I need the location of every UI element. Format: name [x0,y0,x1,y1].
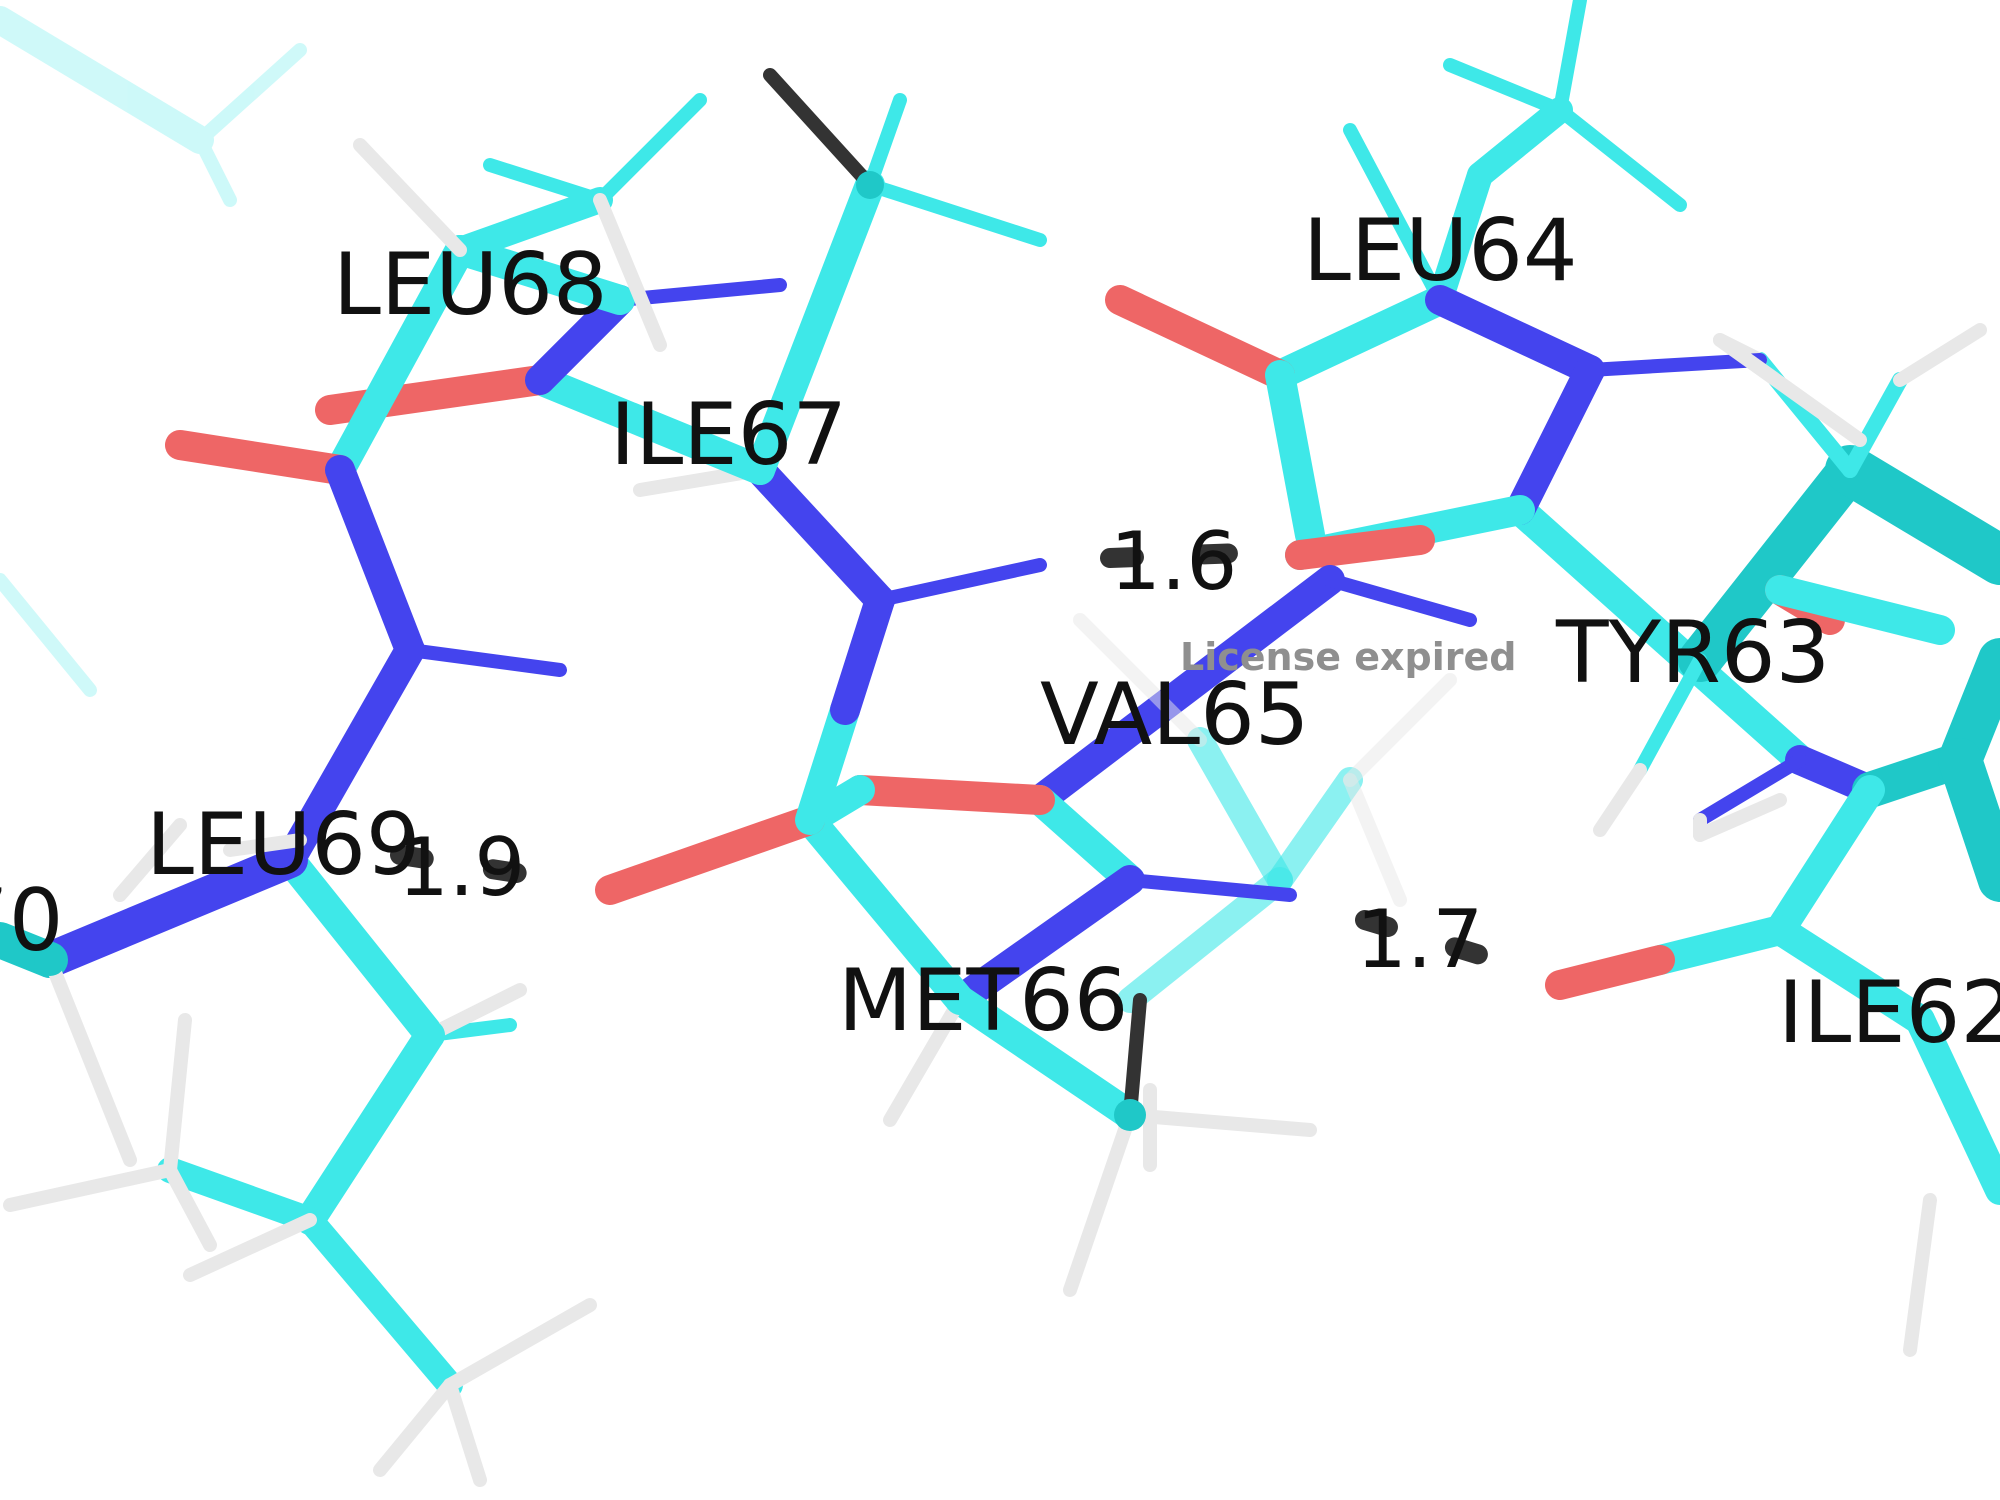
residue-label-tyr63: TYR63 [1556,603,1831,703]
hbond-met66-ile62 [1355,910,1490,965]
residue-label-ile62: ILE62 [1778,963,2000,1063]
hbond-leu69-met66 [390,845,540,885]
residue-tyr63-ile62-structure [1505,323,2000,1357]
background-fragment-top-left [0,6,307,697]
residue-label-met66: MET66 [838,951,1129,1051]
residue-label-leu64: LEU64 [1303,201,1578,301]
residue-met66-structure [595,695,1317,1297]
residue-ile67-structure [315,68,1047,725]
distance-label-met66-ile62: 1.7 [1356,893,1484,986]
residue-leu64-structure [1105,0,1867,570]
license-watermark: License expired [1180,635,1517,679]
residue-label-leu69: LEU69 [146,795,421,895]
residue-label-leu68: LEU68 [333,235,608,335]
hbond-leu64-val65 [1100,543,1250,568]
residue-label-partial-70: 70 [0,871,64,971]
residue-leu68-structure [165,93,787,677]
residue-label-val65: VAL65 [1040,665,1310,765]
distance-label-leu64-val65: 1.6 [1110,515,1238,608]
residue-leu69-structure [0,635,597,1487]
distance-label-leu69-met66: 1.9 [398,821,526,914]
residue-label-ile67: ILE67 [610,385,848,485]
